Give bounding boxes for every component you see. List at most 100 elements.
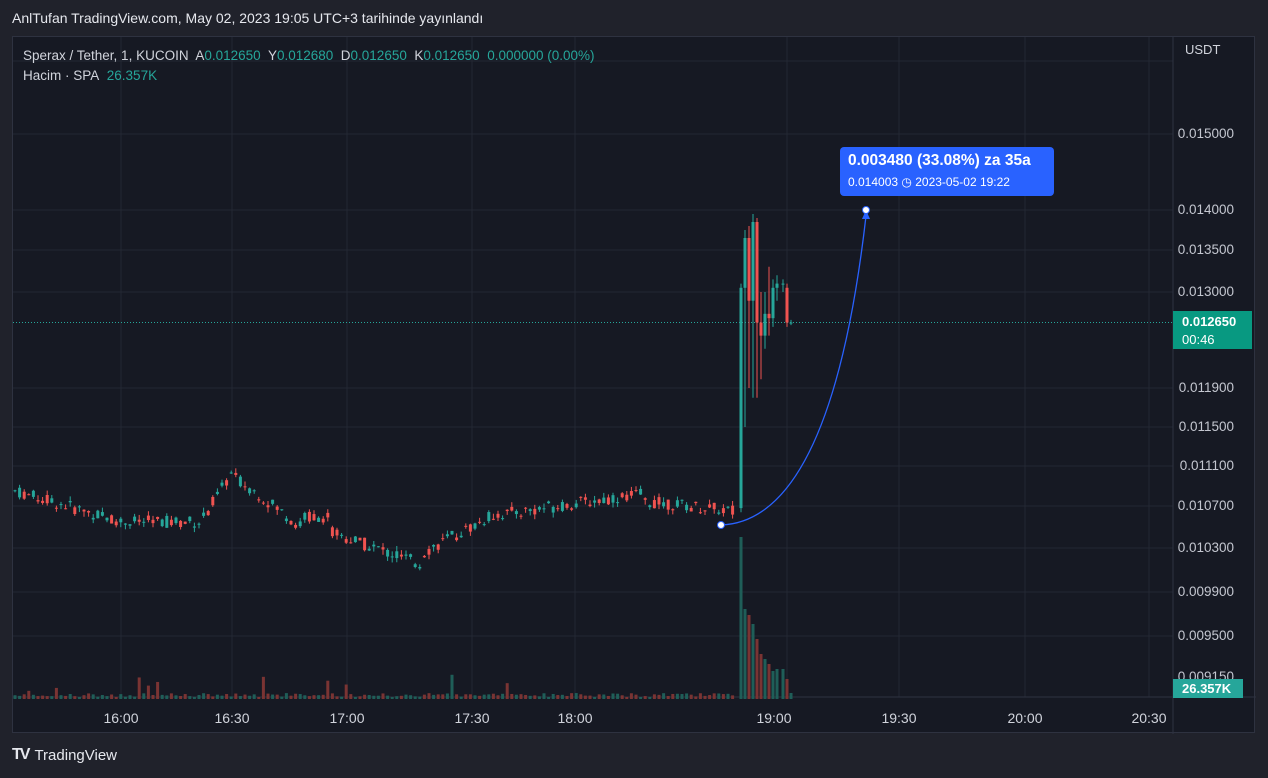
candle-body (197, 523, 201, 525)
volume-bar (243, 694, 247, 699)
time-tick-label: 18:00 (557, 710, 592, 726)
candle-body (652, 500, 656, 509)
candle-body (675, 500, 679, 507)
candle-body (261, 502, 265, 504)
volume-bar (743, 609, 747, 699)
volume-bar (648, 696, 652, 699)
volume-bar (602, 694, 606, 699)
candle-body (137, 519, 141, 522)
volume-bar (165, 695, 169, 699)
volume-bar (41, 695, 45, 699)
volume-bar (64, 695, 68, 699)
candle-body (294, 524, 298, 528)
volume-bar (789, 693, 793, 699)
candle-body (445, 534, 449, 537)
price-chart[interactable]: 0.015000 0.014000 0.013500 0.013000 0.011900… (13, 37, 1256, 734)
last-price-label: 0.012650 00:46 (1173, 311, 1252, 349)
volume-bar (652, 694, 656, 699)
volume-bar (533, 695, 537, 699)
volume-bar (105, 696, 109, 699)
volume-label[interactable]: Hacim · SPA (23, 68, 100, 83)
candle-body (179, 520, 183, 527)
volume-bar (482, 694, 486, 699)
candle-body (326, 512, 330, 518)
candle-body (307, 511, 311, 522)
candle-body (156, 516, 160, 519)
candle-body (629, 491, 633, 496)
volume-bar (114, 696, 118, 699)
volume-bar (519, 694, 523, 699)
high-label: Y (267, 48, 277, 63)
volume-bar (119, 694, 123, 699)
candle-body (321, 518, 325, 523)
candle-body (771, 287, 775, 319)
candle-body (225, 480, 229, 486)
symbol-title[interactable]: Sperax / Tether, 1, KUCOIN (23, 48, 189, 63)
volume-bar (579, 694, 583, 699)
volume-bar (404, 694, 408, 699)
low-label: D (340, 48, 351, 63)
volume-bar (478, 695, 482, 699)
volume-bar (54, 687, 58, 699)
volume-bar (238, 696, 242, 699)
candle-body (280, 509, 284, 511)
candle-body (505, 509, 509, 512)
volume-bar (363, 694, 367, 699)
volume-bar (142, 693, 146, 699)
candle-body (275, 506, 279, 510)
candle-body (82, 509, 86, 512)
volume-bar (312, 695, 316, 699)
volume-bar (445, 693, 449, 699)
candle-body (459, 535, 463, 538)
candle-body (59, 504, 63, 506)
candle-body (77, 506, 81, 508)
volume-bar (781, 669, 785, 699)
candle-body (238, 476, 242, 487)
measure-date: 2023-05-02 19:22 (915, 175, 1010, 189)
candle-body (188, 516, 192, 522)
measure-start-point (717, 521, 725, 529)
volume-bar (510, 693, 514, 699)
price-tick-label: 0.013000 (1178, 284, 1234, 299)
measure-arrowhead (862, 210, 870, 219)
volume-bar (657, 694, 661, 699)
candle-body (620, 493, 624, 498)
high-value: 0.012680 (276, 48, 334, 63)
candle-body (202, 512, 206, 516)
volume-bar (413, 696, 417, 699)
candle-body (703, 510, 707, 512)
candle-body (248, 488, 252, 494)
volume-bar (680, 694, 684, 699)
footer-brand[interactable]: TV TradingView (12, 746, 117, 764)
currency-label[interactable]: USDT (1185, 42, 1221, 57)
volume-bar (215, 694, 219, 699)
candle-body (464, 525, 468, 527)
candle-body (298, 521, 302, 527)
volume-bar (100, 695, 104, 699)
volume-bar (197, 695, 201, 699)
candle-body (482, 524, 486, 526)
candle-body (54, 507, 58, 509)
volume-bar (298, 694, 302, 699)
candle-body (312, 514, 316, 521)
time-tick-label: 17:30 (454, 710, 489, 726)
volume-bar (96, 696, 100, 699)
volume-bar (381, 693, 385, 699)
candle-body (266, 505, 270, 508)
chart-panel[interactable]: 0.015000 0.014000 0.013500 0.013000 0.011900… (12, 36, 1256, 734)
candle-body (413, 564, 417, 568)
candle-body (698, 512, 702, 514)
volume-bar (574, 693, 578, 699)
candle-body (441, 538, 445, 540)
volume-bar (137, 677, 141, 699)
candle-body (243, 486, 247, 488)
volume-bar (386, 695, 390, 699)
time-tick-label: 19:30 (881, 710, 916, 726)
candle-body (542, 508, 546, 510)
candle-body (712, 502, 716, 510)
measure-arc (720, 215, 867, 526)
bar-countdown: 00:46 (1182, 332, 1215, 347)
candle-body (344, 539, 348, 543)
volume-bar (629, 693, 633, 699)
candle-body (648, 505, 652, 508)
